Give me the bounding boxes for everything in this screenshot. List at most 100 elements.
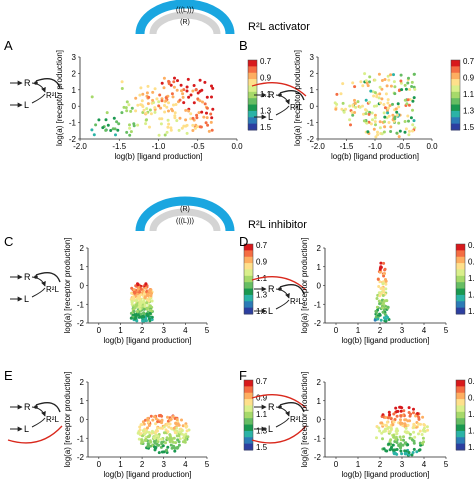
motif-diagram: R L R²L	[10, 272, 61, 304]
data-point	[368, 100, 372, 104]
data-point	[421, 415, 425, 419]
data-point	[148, 311, 152, 315]
data-point	[417, 422, 421, 426]
x-tick-label: 2	[378, 326, 383, 335]
colorbar-segment	[451, 72, 460, 80]
data-point	[101, 126, 105, 130]
data-point	[398, 435, 402, 439]
colorbar-segment	[451, 79, 460, 86]
data-point	[198, 125, 202, 129]
data-point	[382, 316, 386, 320]
data-point	[158, 93, 162, 97]
y-tick-label: 2	[317, 244, 322, 253]
y-tick-label: 1	[317, 263, 322, 272]
data-point	[333, 101, 337, 105]
data-point	[173, 111, 177, 115]
data-point	[169, 83, 173, 87]
data-point	[395, 113, 399, 117]
data-point	[385, 299, 389, 303]
data-point	[399, 438, 403, 442]
data-point	[378, 126, 382, 130]
data-point	[392, 412, 396, 416]
data-point	[386, 98, 390, 102]
data-point	[210, 95, 213, 99]
y-tick-label: 1	[80, 263, 85, 272]
colorbar-tick-label: 1.1	[468, 274, 474, 283]
data-point	[135, 299, 139, 303]
data-point	[138, 93, 142, 97]
data-point	[403, 98, 407, 102]
data-point	[147, 95, 151, 99]
colorbar-tick-label: 0.9	[468, 394, 474, 403]
data-point	[144, 282, 148, 286]
colorbar-segment	[451, 98, 460, 106]
data-point	[418, 429, 422, 433]
data-point	[425, 425, 429, 429]
colorbar-segment	[244, 250, 253, 258]
data-point	[191, 123, 195, 127]
data-point	[142, 311, 146, 315]
data-point	[209, 120, 213, 124]
colorbar-tick-label: 0.9	[256, 394, 268, 403]
data-point	[378, 313, 382, 317]
data-point	[172, 85, 176, 89]
data-point	[412, 447, 416, 451]
colorbar-tick-label: 1.5	[260, 123, 272, 132]
data-point	[184, 118, 188, 122]
data-point	[387, 106, 390, 110]
data-point	[169, 426, 173, 430]
data-point	[388, 104, 392, 108]
data-point	[383, 429, 387, 433]
data-point	[141, 434, 145, 438]
data-point	[154, 422, 158, 426]
data-point	[395, 432, 399, 436]
colorbar-segment	[244, 437, 253, 445]
data-point	[194, 88, 198, 92]
data-point	[411, 129, 414, 133]
header-label: R²L inhibitor	[248, 219, 307, 231]
colorbar-frame	[455, 379, 466, 451]
data-point	[353, 98, 356, 102]
data-point	[182, 124, 186, 128]
data-point	[166, 118, 170, 122]
colorbar-segment	[244, 386, 253, 394]
x-tick-label: 1	[118, 460, 123, 469]
colorbar-segment	[244, 411, 253, 419]
motif-ligand-label: L	[268, 424, 273, 434]
data-point	[164, 441, 167, 445]
data-point	[192, 101, 196, 105]
data-point	[363, 72, 367, 76]
x-tick-label: -0.5	[191, 142, 205, 151]
colorbar-tick-label: 1.3	[260, 107, 272, 116]
data-point	[395, 110, 399, 114]
colorbar-tick-label: 1.5	[463, 123, 474, 132]
data-point	[175, 119, 179, 123]
data-point	[412, 407, 415, 411]
colorbar-segment	[244, 263, 253, 270]
data-point	[130, 299, 134, 303]
colorbar-segment	[248, 117, 257, 125]
data-point	[383, 106, 387, 110]
data-point	[210, 128, 214, 132]
colorbar-tick-label: 1.1	[256, 274, 268, 283]
data-point	[136, 431, 140, 435]
data-point	[145, 301, 149, 305]
data-point	[144, 286, 148, 290]
data-point	[389, 427, 393, 431]
x-tick-label: 4	[183, 460, 188, 469]
data-point	[150, 299, 154, 303]
data-point	[395, 410, 399, 414]
data-point	[410, 453, 414, 457]
data-point	[366, 130, 370, 134]
data-point	[152, 436, 156, 440]
data-point	[146, 444, 150, 448]
colorbar-segment	[248, 85, 257, 93]
data-point	[133, 317, 137, 321]
colorbar: 0.7 0.9 1.1 1.3 1.5	[455, 377, 474, 452]
x-tick-label: 0.0	[231, 142, 243, 151]
data-point	[383, 268, 387, 272]
header-inhibitor: (R) (((L))) R²L inhibitor	[135, 196, 307, 232]
data-point	[191, 129, 195, 132]
x-tick-label: 3	[162, 460, 167, 469]
